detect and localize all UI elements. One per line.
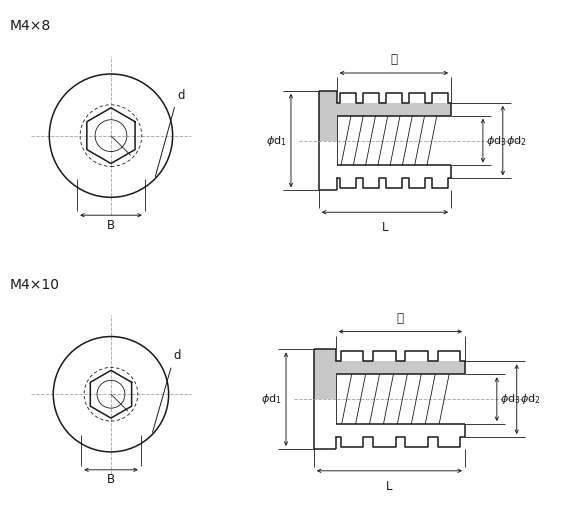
Text: $\phi$d$_2$: $\phi$d$_2$ bbox=[506, 134, 526, 148]
Polygon shape bbox=[319, 91, 337, 140]
Text: d: d bbox=[177, 89, 184, 102]
Polygon shape bbox=[314, 349, 336, 399]
Text: $\phi$d$_1$: $\phi$d$_1$ bbox=[262, 392, 282, 406]
Polygon shape bbox=[337, 103, 451, 140]
Text: ℓ: ℓ bbox=[391, 53, 397, 66]
Text: $\phi$d$_3$: $\phi$d$_3$ bbox=[486, 134, 506, 148]
Text: $\phi$d$_2$: $\phi$d$_2$ bbox=[520, 392, 540, 406]
Text: M4×8: M4×8 bbox=[10, 19, 51, 33]
Text: L: L bbox=[386, 480, 393, 493]
Text: $\phi$d$_3$: $\phi$d$_3$ bbox=[500, 392, 521, 406]
Text: L: L bbox=[381, 221, 388, 234]
Text: d: d bbox=[174, 349, 181, 363]
Text: ℓ: ℓ bbox=[397, 312, 404, 324]
Text: $\phi$d$_1$: $\phi$d$_1$ bbox=[266, 134, 287, 148]
Text: B: B bbox=[107, 219, 115, 232]
Text: M4×10: M4×10 bbox=[10, 278, 59, 292]
Polygon shape bbox=[336, 361, 465, 399]
Text: B: B bbox=[107, 473, 115, 486]
